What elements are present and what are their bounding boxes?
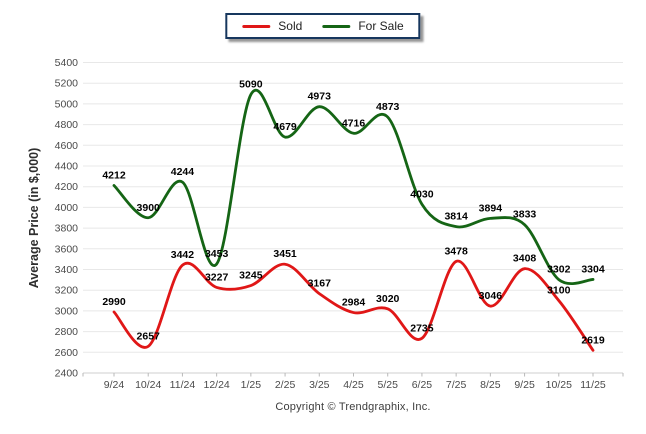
- svg-text:2400: 2400: [55, 368, 79, 380]
- svg-text:3302: 3302: [547, 264, 571, 276]
- svg-text:3800: 3800: [55, 223, 79, 235]
- svg-text:10/24: 10/24: [135, 379, 161, 391]
- svg-text:2/25: 2/25: [275, 379, 296, 391]
- y-axis-title: Average Price (in $,000): [27, 148, 41, 289]
- svg-text:3814: 3814: [444, 211, 468, 223]
- svg-text:5/25: 5/25: [377, 379, 398, 391]
- svg-text:4800: 4800: [55, 119, 79, 131]
- legend-label-sold: Sold: [278, 19, 303, 33]
- svg-text:5000: 5000: [55, 98, 79, 110]
- svg-text:11/25: 11/25: [580, 379, 606, 391]
- svg-text:3/25: 3/25: [309, 379, 330, 391]
- legend: Sold For Sale: [225, 13, 421, 39]
- svg-text:4600: 4600: [55, 140, 79, 152]
- svg-text:3478: 3478: [444, 245, 468, 257]
- svg-text:3900: 3900: [137, 202, 161, 214]
- svg-text:3100: 3100: [547, 285, 571, 297]
- svg-text:3453: 3453: [205, 248, 229, 260]
- svg-text:2600: 2600: [55, 347, 79, 359]
- for-sale-line-swatch-icon: [322, 24, 351, 28]
- svg-text:3304: 3304: [581, 263, 605, 275]
- svg-text:2984: 2984: [342, 297, 366, 309]
- chart-canvas: 2400 2600 2800 3000 3200 3400 3600 3800 4000 4200…: [55, 57, 624, 391]
- svg-text:5090: 5090: [239, 79, 263, 91]
- legend-item-sold: Sold: [242, 19, 302, 33]
- svg-text:10/25: 10/25: [546, 379, 572, 391]
- sold-line-swatch-icon: [242, 24, 271, 28]
- svg-text:2619: 2619: [581, 334, 605, 346]
- legend-item-for-sale: For Sale: [322, 19, 404, 33]
- svg-text:2735: 2735: [410, 322, 434, 334]
- svg-text:4200: 4200: [55, 181, 79, 193]
- svg-text:3245: 3245: [239, 270, 263, 282]
- svg-text:3894: 3894: [479, 202, 503, 214]
- svg-text:3227: 3227: [205, 271, 229, 283]
- svg-text:3600: 3600: [55, 243, 79, 255]
- svg-text:3046: 3046: [479, 290, 503, 302]
- svg-text:2990: 2990: [102, 296, 126, 308]
- svg-text:2657: 2657: [137, 330, 161, 342]
- svg-text:6/25: 6/25: [412, 379, 433, 391]
- copyright-text: Copyright © Trendgraphix, Inc.: [275, 401, 431, 413]
- svg-text:3200: 3200: [55, 285, 79, 297]
- legend-label-for-sale: For Sale: [358, 19, 404, 33]
- svg-text:9/24: 9/24: [104, 379, 125, 391]
- svg-text:2800: 2800: [55, 326, 79, 338]
- svg-text:4000: 4000: [55, 202, 79, 214]
- svg-text:3442: 3442: [171, 249, 195, 261]
- svg-text:3451: 3451: [273, 248, 297, 260]
- svg-text:9/25: 9/25: [514, 379, 535, 391]
- svg-text:4244: 4244: [171, 166, 195, 178]
- svg-text:1/25: 1/25: [241, 379, 262, 391]
- svg-text:3400: 3400: [55, 264, 79, 276]
- svg-text:4/25: 4/25: [343, 379, 364, 391]
- svg-text:5400: 5400: [55, 57, 79, 69]
- svg-text:3167: 3167: [308, 278, 332, 290]
- svg-text:5200: 5200: [55, 78, 79, 90]
- svg-text:4873: 4873: [376, 101, 400, 113]
- svg-text:4973: 4973: [308, 91, 332, 103]
- svg-text:4212: 4212: [102, 169, 126, 181]
- svg-text:4716: 4716: [342, 117, 366, 129]
- svg-text:3408: 3408: [513, 253, 537, 265]
- svg-text:3020: 3020: [376, 293, 400, 305]
- svg-text:4030: 4030: [410, 188, 434, 200]
- svg-text:4679: 4679: [273, 121, 297, 133]
- svg-text:12/24: 12/24: [204, 379, 230, 391]
- svg-text:8/25: 8/25: [480, 379, 501, 391]
- svg-text:11/24: 11/24: [170, 379, 196, 391]
- svg-text:3833: 3833: [513, 209, 537, 221]
- svg-text:4400: 4400: [55, 161, 79, 173]
- svg-text:7/25: 7/25: [446, 379, 467, 391]
- svg-text:3000: 3000: [55, 305, 79, 317]
